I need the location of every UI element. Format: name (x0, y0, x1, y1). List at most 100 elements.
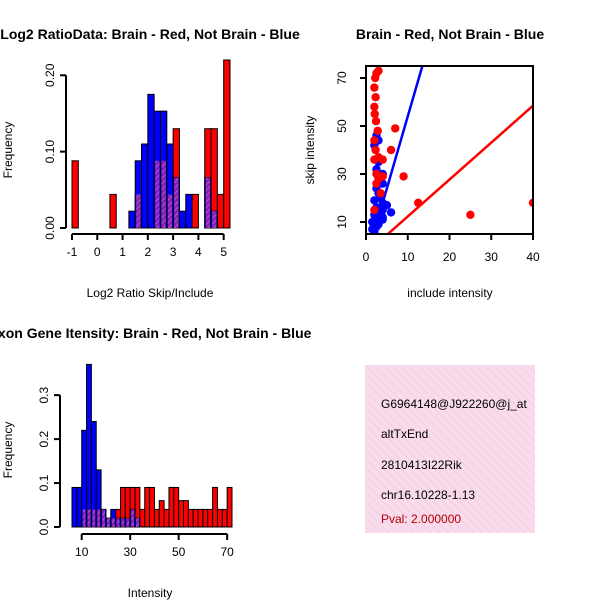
brain-point (371, 145, 380, 155)
intensity-y-tick-label: 0.3 (37, 386, 51, 403)
scatter-x-label: include intensity (407, 286, 492, 300)
ratio-brain-bar (223, 59, 231, 229)
intensity-brain-bar (149, 486, 155, 528)
ratio-overlap-bar (174, 177, 179, 228)
brain-point (370, 73, 380, 83)
not-brain-point (386, 208, 396, 217)
ratio-not-brain-bar (178, 210, 187, 229)
brain-point (378, 172, 387, 181)
brain-point (370, 155, 379, 164)
scatter-axes: 0 10 20 30 40 10 30 50 70 (335, 65, 540, 264)
intensity-brain-bar (178, 500, 185, 528)
brain-point (370, 109, 379, 119)
ratio-not-brain-bar (128, 210, 136, 229)
ratio-brain-bar (109, 193, 117, 229)
ratio-x-tick-label: 2 (144, 245, 151, 259)
intensity-overlap-bar (82, 509, 86, 527)
intensity-x-label: Intensity (128, 586, 173, 600)
ratio-chart-title: Log2 RatioData: Brain - Red, Not Brain -… (0, 26, 300, 42)
ratio-x-tick-label: 3 (170, 245, 177, 259)
intensity-brain-bar (187, 508, 194, 528)
scatter-x-tick-label: 40 (526, 250, 540, 264)
ratio-x-tick-label: 0 (94, 245, 101, 259)
ratio-overlap-bar (212, 211, 217, 228)
brain-point (391, 124, 400, 133)
intensity-overlap-bar (97, 509, 101, 527)
intensity-brain-bar (139, 508, 146, 528)
brain-point (528, 198, 533, 207)
scatter-x-tick-label: 0 (363, 250, 370, 264)
intensity-y-label: Frequency (1, 422, 15, 479)
intensity-bars (71, 363, 233, 528)
brain-point (372, 179, 381, 188)
ratio-y-label: Frequency (1, 122, 15, 179)
ratio-x-tick-label: -1 (67, 245, 78, 259)
intensity-brain-bar (183, 500, 189, 528)
intensity-not-brain-bar (86, 363, 92, 528)
ratio-x-tick-label: 4 (195, 245, 202, 259)
scatter-x-tick-label: 20 (443, 250, 457, 264)
brain-point (399, 172, 408, 181)
scatter-plot (368, 66, 533, 234)
brain-point (370, 205, 379, 215)
intensity-not-brain-bar (76, 486, 83, 528)
intensity-chart-title: Exon Gene Itensity: Brain - Red, Not Bra… (0, 325, 312, 341)
ratio-axes: -1 0 1 2 3 4 5 0.00 0.10 0.20 (43, 63, 227, 259)
ratio-brain-bar (71, 160, 79, 229)
intensity-y-tick-label: 0.1 (37, 474, 51, 491)
scatter-y-tick-label: 10 (335, 215, 349, 229)
scatter-y-tick-label: 30 (335, 167, 349, 181)
intensity-brain-bar (144, 486, 151, 528)
info-event-type: altTxEnd (381, 427, 428, 441)
brain-point (378, 155, 387, 164)
intensity-x-tick-label: 10 (75, 545, 89, 559)
intensity-brain-bar (212, 486, 218, 528)
intensity-brain-bar (173, 486, 180, 528)
intensity-brain-bar (207, 508, 214, 528)
brain-point (374, 66, 383, 76)
intensity-y-tick-label: 0.2 (37, 430, 51, 447)
intensity-overlap-bar (106, 518, 110, 527)
ratio-brain-bar (216, 193, 225, 229)
intensity-overlap-bar (111, 518, 115, 527)
brain-point (376, 189, 385, 198)
ratio-y-tick-label: 0.00 (43, 216, 57, 240)
info-location: chr16.10228-1.13 (381, 488, 475, 502)
intensity-brain-bar (216, 508, 223, 528)
intensity-overlap-bar (116, 518, 120, 527)
intensity-brain-bar (202, 508, 209, 528)
scatter-y-label: skip intensity (303, 116, 317, 185)
ratio-overlap-bar (136, 194, 141, 228)
intensity-x-tick-label: 50 (172, 545, 186, 559)
intensity-not-brain-bar (71, 486, 78, 528)
scatter-x-tick-label: 10 (401, 250, 415, 264)
intensity-brain-bar (158, 500, 165, 528)
scatter-chart-title: Brain - Red, Not Brain - Blue (356, 26, 544, 42)
ratio-y-tick-label: 0.10 (43, 140, 57, 164)
ratio-overlap-bar (155, 160, 160, 228)
info-pval: Pval: 2.000000 (381, 512, 461, 526)
brain-point (373, 126, 382, 135)
scatter-x-tick-label: 30 (485, 250, 499, 264)
intensity-axes: 10 30 50 70 0.0 0.1 0.2 0.3 (37, 386, 234, 559)
info-box: G6964148@J922260@j_at altTxEnd 2810413I2… (365, 365, 535, 533)
ratio-y-tick-label: 0.20 (43, 63, 57, 87)
intensity-brain-bar (192, 508, 199, 528)
brain-point (466, 210, 475, 219)
info-box-background (365, 365, 535, 533)
ratio-x-tick-label: 5 (220, 245, 227, 259)
intensity-overlap-bar (136, 518, 139, 527)
ratio-not-brain-bar (185, 193, 193, 229)
ratio-x-tick-label: 1 (119, 245, 126, 259)
ratio-overlap-bar (167, 194, 173, 228)
intensity-brain-bar (197, 508, 204, 528)
ratio-histogram-panel: Log2 RatioData: Brain - Red, Not Brain -… (0, 26, 300, 300)
not-brain-point (378, 215, 387, 224)
brain-point (370, 102, 379, 112)
intensity-x-tick-label: 30 (124, 545, 138, 559)
brain-point (371, 93, 380, 102)
scatter-y-tick-label: 70 (335, 71, 349, 85)
intensity-brain-bar (221, 508, 228, 528)
intensity-brain-bar (163, 508, 170, 528)
